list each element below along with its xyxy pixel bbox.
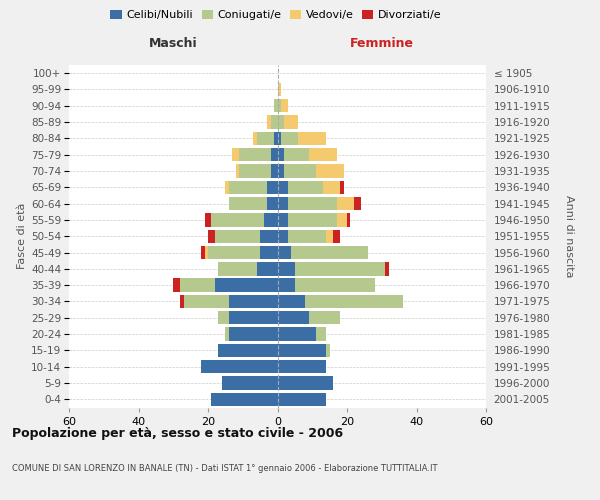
Bar	[257, 262, 277, 276]
Bar	[271, 116, 277, 129]
Bar	[271, 148, 277, 162]
Bar	[277, 148, 284, 162]
Bar	[274, 99, 277, 112]
Bar	[309, 148, 337, 162]
Bar	[211, 214, 263, 226]
Bar	[292, 246, 368, 259]
Bar	[347, 214, 350, 226]
Bar	[277, 278, 295, 292]
Bar	[385, 262, 389, 276]
Bar	[180, 278, 215, 292]
Bar	[277, 360, 326, 374]
Bar	[229, 295, 277, 308]
Bar	[257, 132, 274, 145]
Bar	[277, 311, 309, 324]
Bar	[267, 180, 277, 194]
Bar	[271, 164, 277, 177]
Bar	[260, 230, 277, 243]
Bar	[277, 392, 326, 406]
Bar	[284, 148, 309, 162]
Bar	[281, 99, 288, 112]
Bar	[215, 278, 277, 292]
Bar	[277, 214, 288, 226]
Bar	[277, 99, 281, 112]
Bar	[277, 344, 326, 357]
Bar	[222, 376, 277, 390]
Bar	[218, 311, 229, 324]
Y-axis label: Fasce di età: Fasce di età	[17, 203, 27, 270]
Text: Maschi: Maschi	[149, 37, 197, 50]
Bar	[208, 230, 215, 243]
Bar	[295, 262, 385, 276]
Y-axis label: Anni di nascita: Anni di nascita	[564, 195, 574, 278]
Bar	[180, 295, 184, 308]
Bar	[277, 180, 288, 194]
Bar	[184, 295, 229, 308]
Bar	[239, 164, 271, 177]
Bar	[226, 180, 229, 194]
Bar	[239, 148, 271, 162]
Bar	[226, 328, 229, 341]
Bar	[277, 246, 292, 259]
Bar	[284, 116, 298, 129]
Bar	[323, 180, 340, 194]
Bar	[267, 116, 271, 129]
Bar	[263, 214, 277, 226]
Bar	[208, 246, 260, 259]
Legend: Celibi/Nubili, Coniugati/e, Vedovi/e, Divorziati/e: Celibi/Nubili, Coniugati/e, Vedovi/e, Di…	[106, 6, 446, 25]
Bar	[201, 360, 277, 374]
Bar	[309, 311, 340, 324]
Bar	[288, 197, 337, 210]
Bar	[218, 262, 257, 276]
Bar	[201, 246, 205, 259]
Bar	[337, 214, 347, 226]
Bar	[288, 230, 326, 243]
Bar	[205, 246, 208, 259]
Bar	[277, 197, 288, 210]
Bar	[215, 230, 260, 243]
Bar	[337, 197, 354, 210]
Bar	[236, 164, 239, 177]
Bar	[229, 328, 277, 341]
Bar	[333, 230, 340, 243]
Bar	[277, 376, 333, 390]
Text: Femmine: Femmine	[350, 37, 414, 50]
Text: COMUNE DI SAN LORENZO IN BANALE (TN) - Dati ISTAT 1° gennaio 2006 - Elaborazione: COMUNE DI SAN LORENZO IN BANALE (TN) - D…	[12, 464, 437, 473]
Bar	[229, 197, 267, 210]
Bar	[288, 214, 337, 226]
Bar	[277, 328, 316, 341]
Bar	[205, 214, 211, 226]
Bar	[316, 164, 344, 177]
Bar	[277, 295, 305, 308]
Bar	[277, 116, 284, 129]
Bar	[211, 392, 277, 406]
Bar	[326, 230, 333, 243]
Text: Popolazione per età, sesso e stato civile - 2006: Popolazione per età, sesso e stato civil…	[12, 428, 343, 440]
Bar	[277, 132, 281, 145]
Bar	[277, 262, 295, 276]
Bar	[232, 148, 239, 162]
Bar	[260, 246, 277, 259]
Bar	[298, 132, 326, 145]
Bar	[277, 230, 288, 243]
Bar	[253, 132, 257, 145]
Bar	[267, 197, 277, 210]
Bar	[295, 278, 375, 292]
Bar	[316, 328, 326, 341]
Bar	[229, 311, 277, 324]
Bar	[173, 278, 180, 292]
Bar	[274, 132, 277, 145]
Bar	[340, 180, 344, 194]
Bar	[281, 132, 298, 145]
Bar	[288, 180, 323, 194]
Bar	[218, 344, 277, 357]
Bar	[305, 295, 403, 308]
Bar	[284, 164, 316, 177]
Bar	[354, 197, 361, 210]
Bar	[277, 83, 281, 96]
Bar	[326, 344, 329, 357]
Bar	[229, 180, 267, 194]
Bar	[277, 164, 284, 177]
